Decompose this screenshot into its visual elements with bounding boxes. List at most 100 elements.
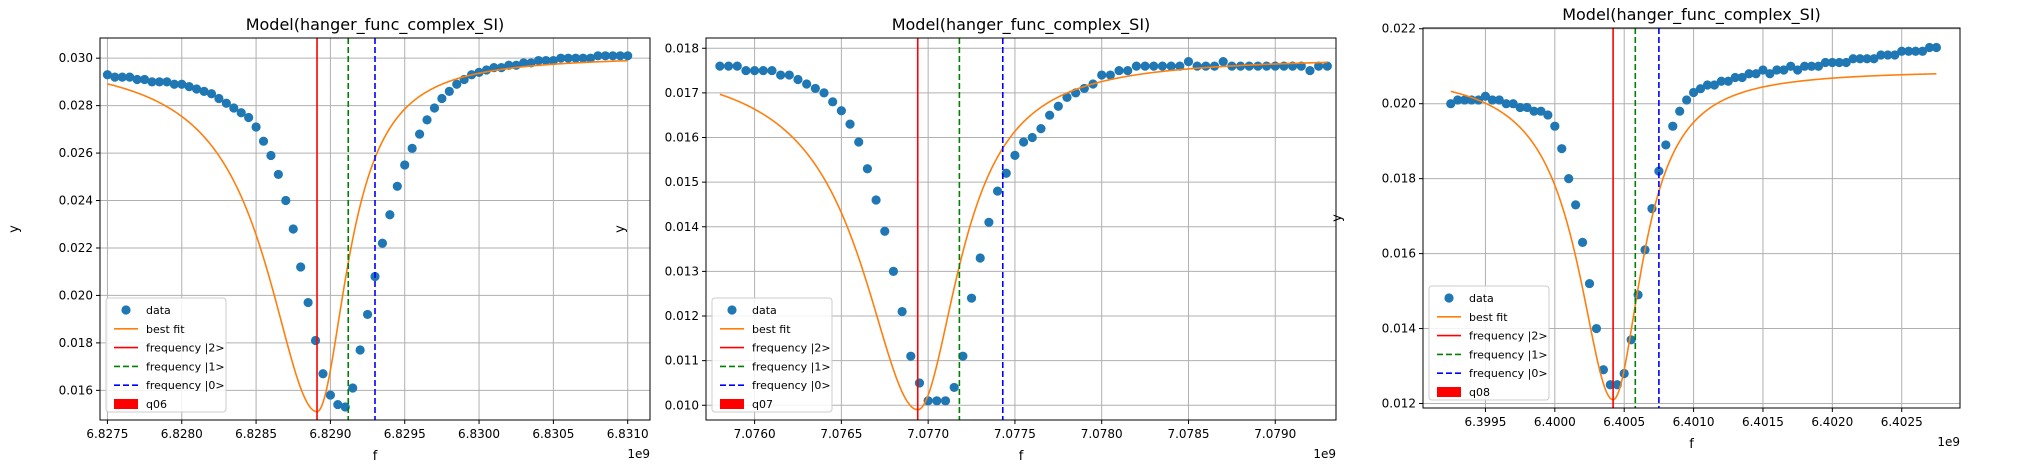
data-point [723, 61, 734, 71]
y-tick-label: 0.012 [665, 309, 699, 323]
data-point [776, 70, 786, 80]
data-point [251, 122, 261, 132]
data-point [1557, 144, 1567, 154]
data-point [266, 150, 276, 161]
data-point [206, 89, 217, 99]
data-point [1019, 137, 1029, 147]
legend-label: frequency |0> [752, 379, 831, 392]
data-point [1218, 57, 1228, 67]
data-point [578, 53, 588, 63]
legend-label: q06 [146, 398, 167, 411]
data-point [1543, 110, 1553, 120]
data-point [741, 65, 751, 76]
chart-title: Model(hanger_func_complex_SI) [246, 15, 505, 35]
data-point [1598, 365, 1608, 375]
data-point [154, 77, 165, 87]
data-point [1917, 46, 1928, 56]
axes-frame [99, 37, 651, 421]
data-point [563, 53, 573, 63]
data-point [1140, 61, 1150, 71]
data-point [914, 378, 925, 388]
x-tick-label: 6.4005 [1603, 415, 1645, 429]
legend: data best fit frequency |2> frequency |1> fr… [1428, 285, 1550, 401]
y-axis-label: y [613, 225, 628, 233]
data-point [385, 210, 395, 220]
data-point [1779, 65, 1789, 75]
data-point [784, 70, 794, 80]
data-point [236, 108, 246, 118]
y-tick-label: 0.016 [665, 131, 699, 145]
data-point [184, 82, 194, 92]
data-point [117, 72, 127, 82]
data-point [1564, 174, 1574, 184]
y-tick-label: 0.030 [59, 51, 93, 65]
x-offset-label: 1e9 [627, 447, 650, 461]
legend-handle-patch [720, 399, 744, 409]
data-point [1716, 76, 1726, 86]
legend-label: data [1469, 292, 1494, 305]
data-point [1910, 46, 1921, 56]
data-point [1487, 95, 1497, 105]
legend-label: frequency |0> [1469, 367, 1548, 380]
data-point [400, 160, 410, 170]
data-point [1536, 106, 1546, 116]
x-offset-label: 1e9 [1313, 447, 1336, 461]
data-point [732, 61, 742, 71]
legend-label: frequency |2> [146, 342, 225, 355]
legend-label: frequency |1> [146, 360, 225, 373]
legend-label: data [752, 304, 777, 317]
legend-label: frequency |0> [146, 379, 225, 392]
data-point [1682, 95, 1692, 105]
data-point [1772, 65, 1782, 75]
x-axis-label: f [1689, 437, 1694, 452]
data-point [377, 238, 388, 248]
axes-frame [705, 37, 1337, 421]
data-point [1571, 200, 1581, 210]
data-point [214, 93, 224, 104]
legend-box [105, 297, 227, 413]
data-point [548, 55, 558, 66]
data-point [758, 65, 768, 76]
data-point [593, 51, 603, 61]
legend-label: best fit [146, 323, 185, 336]
chart-title: Model(hanger_func_complex_SI) [1562, 5, 1821, 25]
data-point [1062, 92, 1072, 102]
data-point [1793, 65, 1803, 75]
data-point [958, 351, 968, 361]
data-point [793, 74, 803, 85]
data-point [1897, 46, 1907, 56]
data-point [1799, 61, 1810, 71]
data-point [348, 383, 358, 393]
data-point [221, 98, 231, 108]
data-point [1166, 61, 1176, 71]
x-tick-label: 7.0785 [1167, 427, 1209, 441]
y-tick-label: 0.028 [59, 99, 93, 113]
data-point [1446, 99, 1456, 109]
legend-label: data [146, 304, 171, 317]
legend-handle-data [121, 305, 131, 315]
data-point [556, 53, 566, 63]
y-tick-label: 0.015 [665, 175, 699, 189]
data-point [1786, 61, 1796, 71]
x-tick-label: 6.8310 [607, 427, 649, 441]
x-tick-label: 7.0775 [994, 427, 1036, 441]
y-tick-label: 0.022 [59, 241, 93, 255]
data-point [110, 72, 120, 82]
data-point [102, 70, 113, 80]
data-point [571, 53, 581, 63]
data-point [810, 83, 820, 94]
data-point [177, 79, 187, 89]
data-point [1827, 57, 1837, 68]
data-point [310, 335, 321, 346]
data-point [1855, 54, 1865, 64]
data-point [819, 88, 829, 98]
data-point [414, 129, 425, 139]
data-point [1751, 69, 1761, 79]
data-point [585, 53, 596, 63]
data-point [1688, 87, 1699, 98]
data-point [1522, 102, 1532, 113]
y-tick-label: 0.020 [1382, 97, 1416, 111]
data-point [1322, 61, 1332, 71]
data-point [715, 61, 725, 71]
